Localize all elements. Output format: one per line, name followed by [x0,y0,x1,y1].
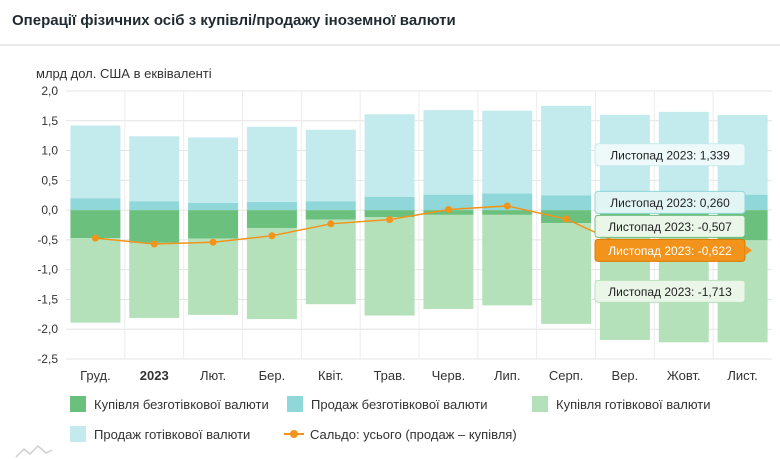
bar-cash-sell[interactable] [482,110,533,194]
x-tick-label: Груд. [80,368,111,383]
balance-point[interactable] [386,216,394,224]
bar-cash-sell[interactable] [188,137,239,203]
bar-cashless-buy[interactable] [482,210,533,215]
bar-cashless-sell[interactable] [305,201,356,211]
y-tick-label: 0,0 [41,203,58,217]
bar-cash-sell[interactable] [541,105,592,196]
balance-point[interactable] [209,238,217,246]
x-tick-label: Лист. [727,368,757,383]
title-divider [0,44,780,46]
bar-cashless-buy[interactable] [70,210,121,239]
bar-cash-buy[interactable] [482,214,533,306]
x-tick-label: Квіт. [318,368,344,383]
balance-point[interactable] [91,234,99,242]
balance-point[interactable] [268,232,276,240]
bar-cash-sell[interactable] [70,125,121,199]
bar-cash-buy[interactable] [246,227,297,320]
x-tick-label: Жовт. [667,368,701,383]
x-tick-label: Серп. [549,368,584,383]
bar-cashless-sell[interactable] [188,202,239,211]
y-tick-label: -2,5 [37,352,58,366]
bar-cash-sell[interactable] [364,114,415,198]
x-tick-label: Лют. [200,368,226,383]
balance-point[interactable] [503,202,511,210]
tooltip-pointer [745,286,752,297]
x-tick-label: Трав. [373,368,405,383]
bar-cash-sell[interactable] [423,110,474,195]
bar-cashless-buy[interactable] [305,210,356,220]
bar-cash-sell[interactable] [129,136,180,202]
tooltip-2: Листопад 2023: -1,713 [594,279,752,303]
bar-cash-buy[interactable] [188,238,239,315]
x-tick-label: 2023 [140,368,169,383]
bar-cash-buy[interactable] [305,219,356,305]
x-tick-label: Черв. [432,368,466,383]
tooltip-text: Листопад 2023: -0,507 [608,220,732,234]
tooltip-4: Листопад 2023: -0,622 [594,238,752,262]
tooltip-3: Листопад 2023: 1,339 [594,143,752,167]
balance-point[interactable] [562,215,570,223]
bar-cash-buy[interactable] [364,217,415,316]
bar-cashless-sell[interactable] [129,201,180,211]
bar-cash-buy[interactable] [541,223,592,324]
bar-cashless-sell[interactable] [70,198,121,211]
x-tick-label: Вер. [612,368,639,383]
bar-cashless-sell[interactable] [246,201,297,211]
y-tick-label: -0,5 [37,233,58,247]
tooltip-text: Листопад 2023: -0,622 [608,244,732,258]
balance-point[interactable] [444,206,452,214]
bar-cashless-sell[interactable] [541,195,592,211]
y-tick-label: 2,0 [41,84,58,98]
tooltip-pointer [745,245,752,256]
bar-cashless-buy[interactable] [364,210,415,218]
mountain-logo-icon [15,444,53,458]
y-tick-label: 1,0 [41,144,58,158]
tooltip-0: Листопад 2023: -0,507 [594,214,752,238]
y-tick-label: -1,0 [37,263,58,277]
balance-point[interactable] [327,220,335,228]
bar-cash-buy[interactable] [129,242,180,318]
bar-cashless-sell[interactable] [423,194,474,211]
bar-cash-sell[interactable] [305,129,356,202]
tooltip-1: Листопад 2023: 0,260 [594,190,752,214]
bar-cashless-sell[interactable] [482,193,533,211]
tooltip-pointer [745,197,752,208]
tooltip-text: Листопад 2023: 1,339 [610,148,730,162]
bar-cashless-sell[interactable] [364,197,415,211]
y-tick-label: 0,5 [41,173,58,187]
y-tick-label: 1,5 [41,114,58,128]
y-tick-label: -2,0 [37,322,58,336]
bar-cash-sell[interactable] [246,126,297,202]
chart-title: Операції фізичних осіб з купівлі/продажу… [12,12,456,29]
tooltip-text: Листопад 2023: 0,260 [610,196,730,210]
tooltip-pointer [745,149,752,160]
bar-cashless-buy[interactable] [246,210,297,228]
balance-point[interactable] [150,240,158,248]
y-axis-unit-label: млрд дол. США в еквіваленті [36,66,212,81]
bar-cash-buy[interactable] [423,214,474,309]
bar-cash-buy[interactable] [70,238,121,323]
y-tick-label: -1,5 [37,292,58,306]
bar-cashless-buy[interactable] [129,210,180,243]
x-tick-label: Лип. [494,368,520,383]
bar-cashless-buy[interactable] [188,210,239,239]
tooltip-pointer [745,221,752,232]
x-tick-label: Бер. [259,368,286,383]
tooltip-text: Листопад 2023: -1,713 [608,285,732,299]
